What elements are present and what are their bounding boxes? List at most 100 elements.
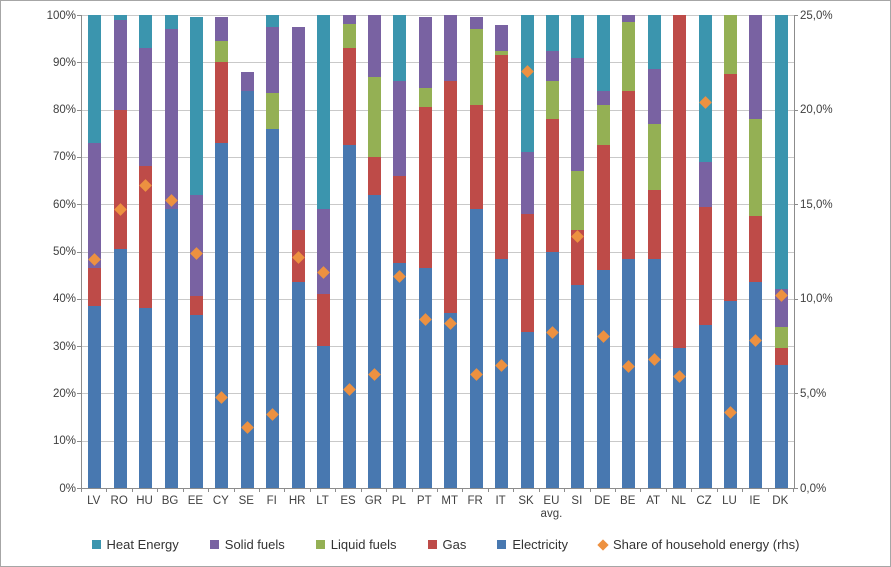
x-tick-14 (437, 488, 438, 492)
segment-FI-liquid-fuels (266, 93, 280, 129)
left-tick-40 (77, 298, 81, 300)
right-tick-0 (794, 488, 798, 489)
segment-LT-electricity (317, 346, 331, 488)
legend-label: Liquid fuels (330, 537, 397, 552)
x-axis-label-MT: MT (441, 495, 458, 507)
legend-item-heat-energy: Heat Energy (91, 537, 179, 552)
bar-FR (469, 17, 483, 488)
x-tick-18 (538, 488, 540, 492)
bar-LT (317, 15, 331, 488)
segment-IE-liquid-fuels (749, 119, 763, 217)
bar-SE (240, 71, 254, 488)
segment-CY-gas (215, 62, 229, 143)
segment-CZ-electricity (698, 324, 712, 488)
x-axis-label-HR: HR (288, 495, 306, 507)
legend-swatch-icon (315, 540, 325, 549)
x-tick-8 (284, 488, 286, 492)
bar-BG (164, 15, 178, 488)
segment-CZ-gas (698, 206, 712, 325)
segment-SK-electricity (520, 331, 534, 488)
left-tick-20 (77, 393, 81, 395)
segment-HR-electricity (291, 282, 305, 488)
bar-SK (520, 15, 534, 488)
legend-label: Solid fuels (224, 537, 285, 552)
bar-EE (189, 17, 203, 488)
right-axis-label-25: 25,0% (800, 9, 833, 22)
segment-CY-liquid-fuels (215, 41, 229, 63)
x-tick-25 (716, 488, 718, 492)
legend-swatch-icon (497, 540, 507, 549)
segment-IT-electricity (495, 258, 509, 488)
left-tick-70 (77, 156, 81, 158)
left-axis-label-50: 50% (52, 246, 76, 258)
left-tick-90 (77, 62, 81, 64)
segment-RO-solid-fuels (113, 19, 127, 110)
x-axis-label-EE: EE (187, 495, 204, 507)
x-axis-label-IT: IT (495, 495, 506, 507)
segment-CY-solid-fuels (215, 17, 229, 42)
segment-GR-electricity (367, 194, 381, 488)
segment-RO-heat-energy (113, 15, 127, 20)
segment-RO-gas (113, 109, 127, 250)
x-tick-2 (131, 488, 133, 492)
x-axis-label-HU: HU (136, 495, 153, 507)
legend-swatch-icon (427, 540, 437, 549)
x-axis-label-DK: DK (772, 495, 789, 507)
segment-FR-liquid-fuels (469, 29, 483, 105)
left-tick-30 (77, 346, 81, 348)
bar-SI (571, 15, 585, 488)
segment-SI-heat-energy (571, 15, 585, 58)
right-axis-label-10: 10,0% (800, 293, 833, 306)
x-axis-label-EU: EU avg. (540, 495, 563, 520)
gridline-70 (82, 156, 794, 158)
gridline-50 (82, 251, 794, 253)
gridline-100 (82, 15, 794, 16)
segment-DE-electricity (596, 270, 610, 488)
bar-IT (495, 24, 509, 488)
segment-BE-gas (622, 90, 636, 259)
x-axis-label-LV: LV (87, 495, 101, 507)
bar-PL (393, 15, 407, 488)
gridline-30 (82, 346, 794, 348)
legend-item-electricity: Electricity (497, 537, 568, 552)
segment-PL-heat-energy (393, 15, 407, 82)
segment-LU-gas (723, 74, 737, 302)
segment-EE-electricity (189, 315, 203, 488)
x-tick-21 (615, 488, 616, 492)
x-tick-17 (513, 488, 515, 492)
bar-GR (367, 15, 381, 488)
segment-HU-gas (139, 166, 153, 309)
left-axis-label-0: 0% (59, 482, 76, 495)
segment-BE-electricity (622, 258, 636, 488)
segment-LT-solid-fuels (317, 208, 331, 295)
segment-SI-gas (571, 230, 585, 285)
x-tick-5 (208, 488, 210, 492)
gridline-40 (82, 298, 794, 300)
segment-AT-heat-energy (647, 15, 661, 70)
segment-CY-electricity (215, 142, 229, 488)
right-tick-5 (794, 393, 798, 395)
segment-GR-solid-fuels (367, 15, 381, 77)
x-tick-19 (564, 488, 566, 492)
segment-IT-liquid-fuels (495, 50, 509, 56)
bar-BE (622, 15, 636, 488)
legend-label: Gas (442, 537, 467, 552)
segment-PT-solid-fuels (418, 17, 432, 89)
segment-ES-solid-fuels (342, 15, 356, 25)
bar-EU (545, 15, 559, 488)
x-axis-label-BG: BG (161, 495, 179, 507)
segment-EU-solid-fuels (545, 50, 559, 82)
bar-HU (139, 15, 153, 488)
segment-SK-heat-energy (520, 15, 534, 153)
x-tick-7 (259, 488, 260, 492)
x-axis-label-PL: PL (391, 495, 406, 507)
legend-item-share-of-household-energy-rhs: Share of household energy (rhs) (597, 537, 799, 552)
segment-SK-gas (520, 213, 534, 332)
segment-PT-electricity (418, 268, 432, 488)
segment-GR-liquid-fuels (367, 76, 381, 157)
segment-PL-gas (393, 175, 407, 264)
segment-PT-liquid-fuels (418, 88, 432, 108)
x-axis-label-AT: AT (646, 495, 661, 507)
left-axis-label-90: 90% (52, 56, 76, 69)
